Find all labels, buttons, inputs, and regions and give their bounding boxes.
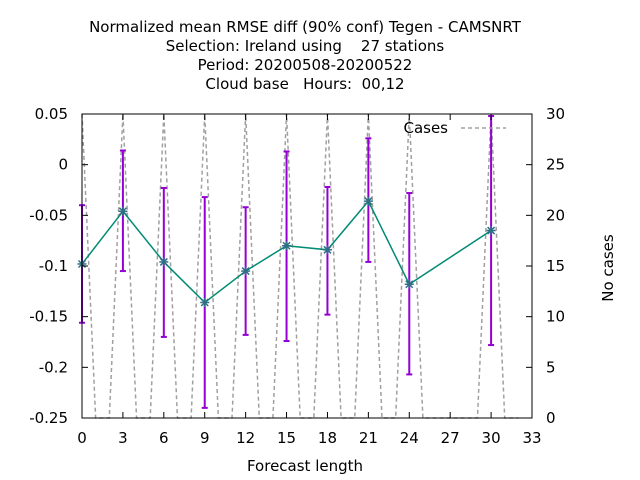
y2-tick-label: 25 — [546, 156, 565, 174]
data-point — [486, 226, 496, 236]
x-tick-label: 0 — [77, 429, 87, 447]
x-tick-label: 27 — [441, 429, 460, 447]
x-tick-label: 9 — [200, 429, 210, 447]
y-ticks: 0.05 0 -0.05 -0.1 -0.15 -0.2 -0.25 — [29, 105, 88, 427]
y-tick-label: -0.1 — [39, 257, 68, 275]
y-tick-label: 0 — [58, 156, 68, 174]
x-tick-label: 30 — [482, 429, 501, 447]
main-series — [77, 196, 496, 307]
x-tick-label: 21 — [359, 429, 378, 447]
data-point — [118, 206, 128, 216]
legend-label-cases: Cases — [403, 119, 448, 137]
data-point — [282, 241, 292, 251]
title-line-4: Cloud base Hours: 00,12 — [205, 75, 404, 93]
x-tick-label: 6 — [159, 429, 169, 447]
data-point — [241, 266, 251, 276]
y-tick-label: -0.15 — [29, 308, 68, 326]
chart-title: Normalized mean RMSE diff (90% conf) Teg… — [89, 18, 522, 93]
x-tick-label: 12 — [236, 429, 255, 447]
y2-axis-label: No cases — [599, 234, 617, 302]
data-point — [404, 279, 414, 289]
data-point — [322, 245, 332, 255]
y2-tick-label: 30 — [546, 105, 565, 123]
y-tick-label: -0.25 — [29, 409, 68, 427]
x-tick-label: 24 — [400, 429, 419, 447]
title-line-2: Selection: Ireland using 27 stations — [166, 37, 445, 55]
x-tick-label: 18 — [318, 429, 337, 447]
y2-tick-label: 5 — [546, 358, 556, 376]
data-point — [363, 196, 373, 206]
y2-tick-label: 20 — [546, 206, 565, 224]
x-tick-label: 15 — [277, 429, 296, 447]
legend: Cases — [403, 119, 506, 137]
y-tick-label: -0.05 — [29, 206, 68, 224]
cases-series — [81, 113, 519, 419]
title-line-3: Period: 20200508-20200522 — [198, 56, 413, 74]
x-ticks: 0 3 6 9 12 15 18 21 24 27 30 33 — [77, 114, 542, 447]
title-line-1: Normalized mean RMSE diff (90% conf) Teg… — [89, 18, 522, 36]
x-tick-label: 33 — [522, 429, 541, 447]
data-point — [200, 297, 210, 307]
series-line — [81, 199, 492, 304]
y-tick-label: -0.2 — [39, 358, 68, 376]
y-tick-label: 0.05 — [35, 105, 68, 123]
y2-tick-label: 15 — [546, 257, 565, 275]
plot-frame — [81, 113, 533, 419]
x-tick-label: 3 — [118, 429, 128, 447]
y2-tick-label: 10 — [546, 308, 565, 326]
cases-line — [81, 113, 519, 419]
error-bars — [79, 115, 495, 409]
y2-ticks: 0 5 10 15 20 25 30 — [526, 105, 565, 427]
y2-tick-label: 0 — [546, 409, 556, 427]
data-point — [159, 257, 169, 267]
x-axis-label: Forecast length — [247, 457, 363, 475]
